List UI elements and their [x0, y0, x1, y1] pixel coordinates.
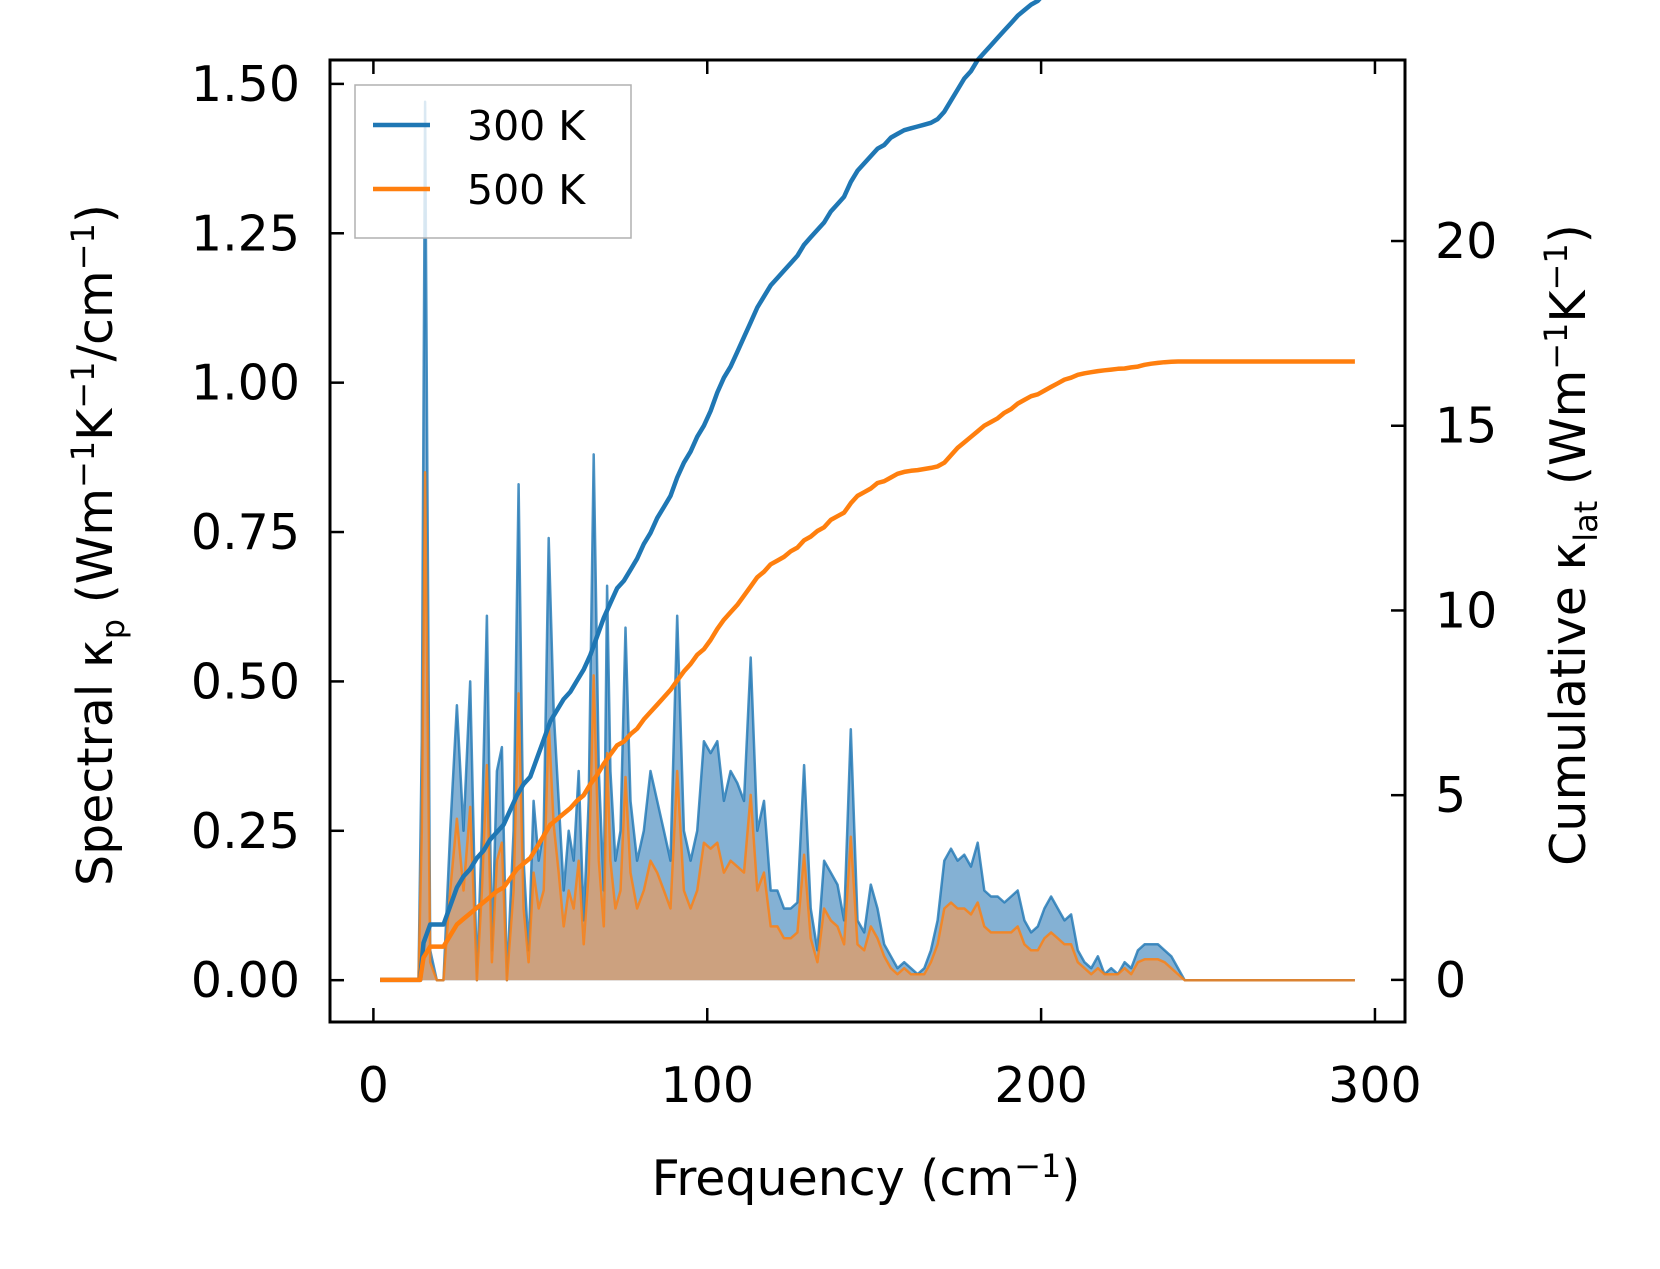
y-axis-left-title: Spectral κp (Wm−1K−1/cm−1)	[64, 204, 132, 886]
y-axis-right-title: Cumulative κlat (Wm−1K−1)	[1537, 224, 1605, 866]
y-right-tick-label: 0	[1435, 952, 1466, 1009]
spectral-fill-500k	[380, 472, 1355, 981]
y-left-tick-label: 1.50	[191, 56, 300, 113]
spectral-line-500k	[380, 471, 1355, 982]
y-left-tick-label: 0.00	[191, 952, 300, 1009]
cumulative-line-300k	[380, 0, 1042, 983]
y-left-tick-label: 1.00	[191, 355, 300, 412]
legend: 300 K 500 K	[354, 84, 632, 239]
plot-layer	[380, 0, 1355, 983]
cumulative-line-500k	[380, 359, 1355, 983]
x-axis-title: Frequency (cm−1)	[652, 1147, 1081, 1207]
legend-frame	[354, 84, 632, 239]
y-left-tick-label: 0.50	[191, 653, 300, 710]
y-right-tick-label: 10	[1435, 582, 1497, 639]
x-tick-label: 300	[1328, 1057, 1422, 1114]
axes-layer: 0 100 200 300 0.00 0.25 0.50 0.75 1.00 1.25 1.50 0 5…	[191, 56, 1497, 1114]
legend-label-500k: 500 K	[467, 166, 586, 214]
y-left-tick-label: 0.25	[191, 803, 300, 860]
x-tick-label: 100	[660, 1057, 754, 1114]
y-left-tick-label: 0.75	[191, 504, 300, 561]
spectral-fill-300k	[380, 101, 1355, 981]
y-right-tick-label: 15	[1435, 398, 1497, 455]
y-left-tick-label: 1.25	[191, 205, 300, 262]
x-tick-label: 200	[994, 1057, 1088, 1114]
plot-frame	[328, 58, 1407, 1024]
y-right-tick-label: 5	[1435, 767, 1466, 824]
spectral-line-300k	[380, 100, 1355, 982]
x-tick-label: 0	[358, 1057, 389, 1114]
legend-label-300k: 300 K	[467, 102, 586, 150]
y-right-tick-label: 20	[1435, 213, 1497, 270]
